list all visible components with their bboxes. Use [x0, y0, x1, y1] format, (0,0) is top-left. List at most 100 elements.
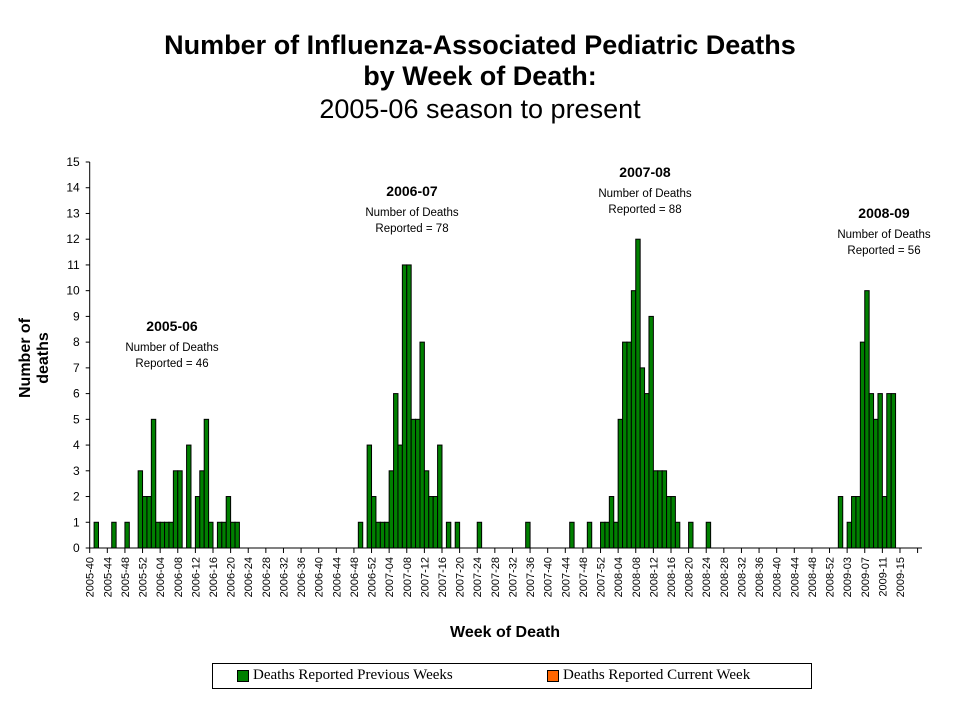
bar	[393, 393, 399, 549]
bar	[428, 496, 434, 549]
annotation-season: 2008-09	[858, 205, 910, 221]
legend-item-current-week: Deaths Reported Current Week	[547, 667, 750, 684]
bar	[846, 521, 853, 549]
annotation-2005-06: 2005-06 Number of Deaths Reported = 46	[102, 318, 242, 372]
x-tick-label: 2008-48	[807, 557, 819, 597]
bar	[415, 418, 421, 549]
bar	[379, 521, 386, 549]
y-tick-label: 10	[66, 284, 80, 298]
y-tick-label: 12	[66, 232, 80, 246]
bar	[172, 470, 179, 549]
y-tick-label: 15	[66, 155, 80, 169]
legend-label: Deaths Reported Previous Weeks	[253, 667, 453, 683]
bar	[617, 418, 624, 549]
x-tick-label: 2009-11	[877, 557, 889, 597]
bar	[877, 393, 883, 549]
x-tick-label: 2007-40	[543, 557, 555, 597]
bar	[608, 496, 615, 549]
bar	[410, 418, 417, 549]
x-tick-label: 2008-36	[754, 557, 766, 597]
x-tick-label: 2005-44	[102, 557, 114, 597]
bar	[93, 521, 99, 549]
x-tick-label: 2006-20	[226, 557, 238, 597]
bar	[639, 367, 646, 549]
x-tick-label: 2008-12	[648, 557, 660, 597]
annotation-line2: Reported = 46	[135, 358, 209, 370]
bar	[203, 418, 210, 549]
bar	[137, 470, 144, 549]
x-tick-label: 2006-48	[349, 557, 361, 597]
x-tick-label: 2008-28	[719, 557, 731, 597]
x-tick-label: 2007-24	[472, 557, 484, 597]
bar	[397, 444, 403, 549]
x-tick-label: 2008-44	[789, 557, 801, 597]
x-tick-label: 2006-44	[331, 557, 343, 597]
bar	[150, 418, 157, 549]
x-tick-label: 2007-04	[384, 557, 396, 597]
x-tick-label: 2006-04	[155, 557, 167, 597]
bar	[146, 496, 152, 549]
x-tick-label: 2005-52	[138, 557, 150, 597]
bar	[705, 521, 712, 549]
bar	[388, 470, 395, 549]
bar	[401, 264, 408, 549]
bar	[124, 521, 130, 549]
bar	[225, 496, 232, 549]
y-tick-label: 5	[73, 412, 80, 426]
annotation-line2: Reported = 56	[847, 245, 921, 257]
bar	[688, 521, 694, 549]
x-tick-label: 2005-48	[120, 557, 132, 597]
bar	[873, 418, 879, 549]
bar	[864, 290, 870, 549]
bar	[476, 521, 483, 549]
bar	[890, 393, 897, 549]
bar	[569, 521, 575, 549]
y-tick-label: 0	[73, 541, 80, 555]
x-tick-label: 2006-36	[296, 557, 308, 597]
y-tick-label: 2	[73, 490, 80, 504]
y-tick-label: 14	[66, 181, 80, 195]
bar	[357, 521, 364, 549]
y-tick-label: 11	[67, 258, 80, 272]
bar	[406, 264, 412, 549]
bar	[586, 521, 593, 549]
x-tick-label: 2006-28	[261, 557, 273, 597]
x-tick-label: 2008-52	[825, 557, 837, 597]
x-tick-label: 2009-07	[860, 557, 872, 597]
annotation-season: 2005-06	[146, 318, 198, 334]
legend-label: Deaths Reported Current Week	[563, 667, 751, 683]
x-tick-label: 2009-03	[842, 557, 854, 597]
bar	[186, 444, 192, 549]
bar	[221, 521, 227, 549]
bar	[886, 393, 892, 549]
y-tick-label: 7	[73, 361, 80, 375]
bar	[111, 521, 117, 549]
bar	[859, 341, 866, 549]
bar	[635, 238, 641, 549]
x-tick-label: 2007-52	[596, 557, 608, 597]
bar	[604, 521, 610, 549]
title-line-1: Number of Influenza-Associated Pediatric…	[164, 30, 796, 60]
bar	[661, 470, 668, 549]
bar	[155, 521, 161, 549]
bar	[230, 521, 236, 549]
annotation-season: 2006-07	[386, 183, 438, 199]
bar	[630, 290, 637, 549]
bar	[168, 521, 174, 549]
x-tick-label: 2007-32	[507, 557, 519, 597]
x-tick-label: 2008-08	[631, 557, 643, 597]
x-tick-label: 2006-32	[278, 557, 290, 597]
bar	[600, 521, 606, 549]
legend-swatch-orange	[547, 669, 559, 682]
bar	[881, 496, 888, 549]
x-axis-label: Week of Death	[450, 624, 560, 641]
bar	[652, 470, 659, 549]
x-tick-label: 2007-16	[437, 557, 449, 597]
y-tick-label: 13	[66, 206, 80, 220]
bar	[445, 521, 452, 549]
bar	[432, 496, 439, 549]
annotation-line1: Number of Deaths	[598, 188, 692, 200]
chart-title: Number of Influenza-Associated Pediatric…	[0, 30, 960, 126]
bar	[375, 521, 381, 549]
annotation-2008-09: 2008-09 Number of Deaths Reported = 56	[814, 205, 954, 259]
